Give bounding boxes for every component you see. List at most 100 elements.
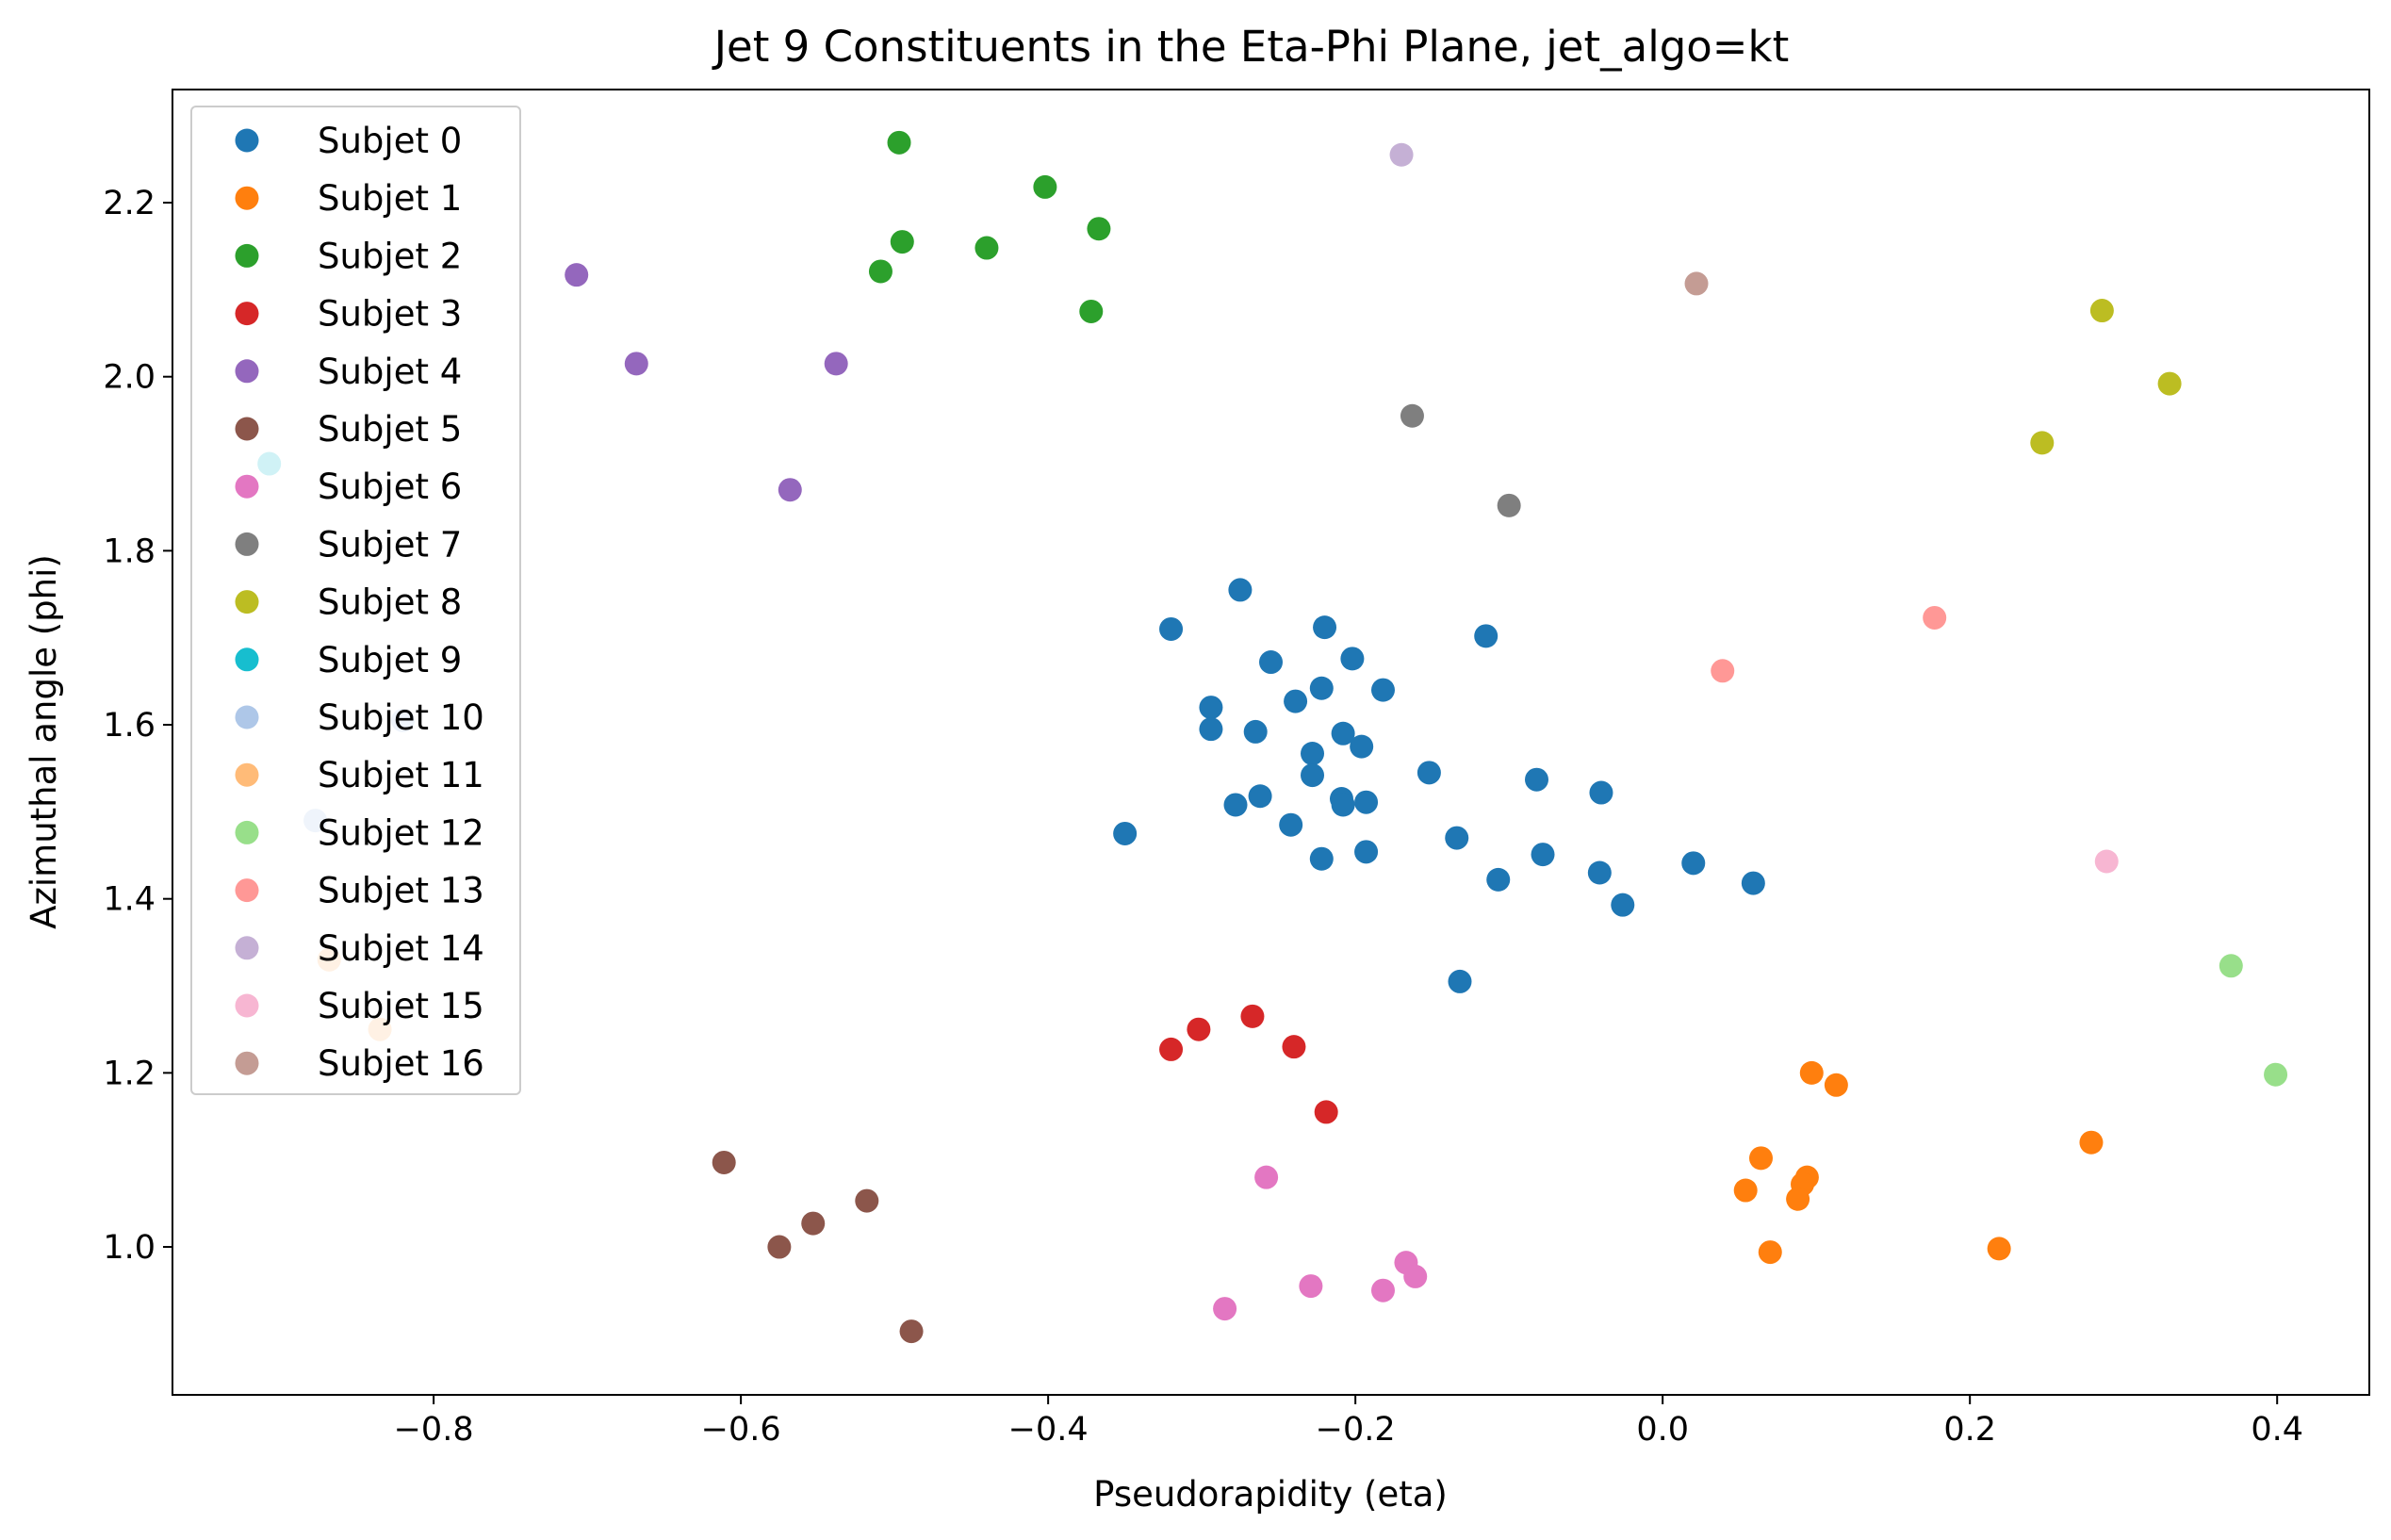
data-point-subjet-3 bbox=[1282, 1035, 1306, 1059]
y-tick-label: 1.0 bbox=[103, 1229, 156, 1267]
data-point-subjet-0 bbox=[1223, 793, 1248, 817]
data-point-subjet-12 bbox=[2264, 1062, 2288, 1087]
data-point-subjet-0 bbox=[1350, 734, 1374, 759]
data-point-subjet-0 bbox=[1525, 767, 1549, 792]
data-point-subjet-6 bbox=[1370, 1278, 1395, 1302]
data-point-subjet-0 bbox=[1354, 790, 1379, 814]
legend-marker-subjet-15 bbox=[235, 993, 259, 1018]
data-point-subjet-6 bbox=[1403, 1264, 1428, 1288]
legend-marker-subjet-1 bbox=[235, 186, 259, 210]
legend: Subjet 0 Subjet 1 Subjet 2 Subjet 3 Subjet 4… bbox=[190, 106, 521, 1095]
data-point-subjet-0 bbox=[1199, 717, 1223, 742]
x-tick-label: −0.4 bbox=[1008, 1411, 1089, 1449]
data-point-subjet-8 bbox=[2030, 431, 2055, 455]
data-point-subjet-0 bbox=[1448, 969, 1472, 993]
data-point-subjet-2 bbox=[974, 236, 999, 260]
y-axis-label: Azimuthal angle (phi) bbox=[24, 554, 64, 929]
data-point-subjet-0 bbox=[1228, 578, 1253, 602]
data-point-subjet-1 bbox=[1786, 1187, 1810, 1211]
data-point-subjet-5 bbox=[801, 1211, 826, 1236]
data-point-subjet-0 bbox=[1445, 826, 1469, 850]
data-point-subjet-3 bbox=[1187, 1017, 1211, 1041]
data-point-subjet-1 bbox=[1824, 1073, 1848, 1097]
data-point-subjet-0 bbox=[1248, 784, 1272, 809]
data-point-subjet-2 bbox=[1033, 174, 1057, 199]
data-point-subjet-3 bbox=[1240, 1004, 1265, 1028]
data-point-subjet-0 bbox=[1301, 763, 1325, 788]
data-point-subjet-1 bbox=[1987, 1237, 2011, 1261]
y-axis-ticks: 1.0 1.2 1.4 1.6 1.8 2.0 2.2 bbox=[103, 185, 172, 1267]
x-tick-label: 0.0 bbox=[1636, 1411, 1689, 1449]
data-point-subjet-1 bbox=[1733, 1178, 1758, 1203]
data-point-subjet-0 bbox=[1486, 867, 1511, 892]
legend-marker-subjet-5 bbox=[235, 417, 259, 441]
data-point-subjet-3 bbox=[1314, 1100, 1338, 1124]
legend-label-subjet-11: Subjet 11 bbox=[318, 755, 484, 795]
data-point-subjet-0 bbox=[1301, 742, 1325, 766]
data-point-subjet-0 bbox=[1279, 812, 1303, 837]
legend-marker-subjet-2 bbox=[235, 243, 259, 268]
y-tick-label: 1.2 bbox=[103, 1055, 156, 1092]
data-point-subjet-2 bbox=[890, 230, 914, 254]
data-point-subjet-0 bbox=[1681, 851, 1706, 876]
data-point-subjet-4 bbox=[624, 352, 648, 376]
legend-label-subjet-7: Subjet 7 bbox=[318, 524, 462, 565]
data-point-subjet-0 bbox=[1243, 719, 1268, 744]
x-tick-label: −0.2 bbox=[1316, 1411, 1396, 1449]
data-point-subjet-5 bbox=[899, 1319, 924, 1344]
legend-label-subjet-16: Subjet 16 bbox=[318, 1043, 484, 1084]
x-tick-label: −0.8 bbox=[394, 1411, 474, 1449]
legend-label-subjet-2: Subjet 2 bbox=[318, 236, 462, 276]
y-tick-label: 1.8 bbox=[103, 532, 156, 570]
legend-label-subjet-5: Subjet 5 bbox=[318, 409, 462, 450]
legend-marker-subjet-16 bbox=[235, 1051, 259, 1075]
data-point-subjet-4 bbox=[824, 352, 848, 376]
data-point-subjet-0 bbox=[1370, 678, 1395, 702]
legend-frame bbox=[190, 106, 521, 1095]
legend-label-subjet-14: Subjet 14 bbox=[318, 928, 484, 969]
data-point-subjet-0 bbox=[1331, 721, 1355, 745]
data-point-subjet-6 bbox=[1213, 1297, 1237, 1321]
data-point-subjet-0 bbox=[1474, 624, 1498, 648]
data-point-subjet-0 bbox=[1159, 616, 1184, 641]
x-tick-label: −0.6 bbox=[701, 1411, 781, 1449]
data-point-subjet-7 bbox=[1400, 403, 1424, 428]
data-point-subjet-6 bbox=[1299, 1274, 1323, 1299]
legend-label-subjet-10: Subjet 10 bbox=[318, 697, 484, 738]
legend-marker-subjet-13 bbox=[235, 878, 259, 903]
data-point-subjet-0 bbox=[1259, 650, 1283, 675]
legend-marker-subjet-14 bbox=[235, 936, 259, 960]
data-point-subjet-5 bbox=[855, 1188, 879, 1213]
data-point-subjet-0 bbox=[1309, 676, 1334, 700]
data-point-subjet-1 bbox=[1748, 1146, 1773, 1171]
data-point-subjet-1 bbox=[1799, 1060, 1824, 1085]
data-point-subjet-3 bbox=[1159, 1037, 1184, 1061]
legend-label-subjet-3: Subjet 3 bbox=[318, 294, 462, 335]
data-point-subjet-1 bbox=[1758, 1240, 1782, 1265]
legend-label-subjet-1: Subjet 1 bbox=[318, 178, 462, 219]
data-point-subjet-7 bbox=[1497, 493, 1521, 517]
data-point-subjet-1 bbox=[2079, 1130, 2104, 1155]
data-point-subjet-4 bbox=[778, 478, 802, 502]
data-point-subjet-13 bbox=[1923, 605, 1947, 630]
data-point-subjet-0 bbox=[1741, 871, 1765, 895]
data-point-subjet-0 bbox=[1531, 843, 1555, 867]
x-tick-label: 0.4 bbox=[2251, 1411, 2303, 1449]
legend-marker-subjet-8 bbox=[235, 590, 259, 614]
legend-label-subjet-6: Subjet 6 bbox=[318, 467, 462, 507]
data-point-subjet-5 bbox=[767, 1235, 792, 1259]
data-point-subjet-0 bbox=[1587, 860, 1612, 885]
data-point-subjet-2 bbox=[1079, 299, 1104, 323]
data-point-subjet-0 bbox=[1331, 793, 1355, 817]
data-point-subjet-2 bbox=[887, 130, 911, 155]
y-tick-label: 1.6 bbox=[103, 707, 156, 745]
data-point-subjet-0 bbox=[1354, 840, 1379, 864]
legend-marker-subjet-6 bbox=[235, 474, 259, 499]
y-tick-label: 2.2 bbox=[103, 185, 156, 222]
data-point-subjet-0 bbox=[1611, 893, 1635, 917]
legend-label-subjet-8: Subjet 8 bbox=[318, 582, 462, 623]
chart-title: Jet 9 Constituents in the Eta-Phi Plane,… bbox=[712, 22, 1789, 72]
plot-area-frame bbox=[172, 89, 2370, 1396]
y-tick-label: 1.4 bbox=[103, 881, 156, 919]
